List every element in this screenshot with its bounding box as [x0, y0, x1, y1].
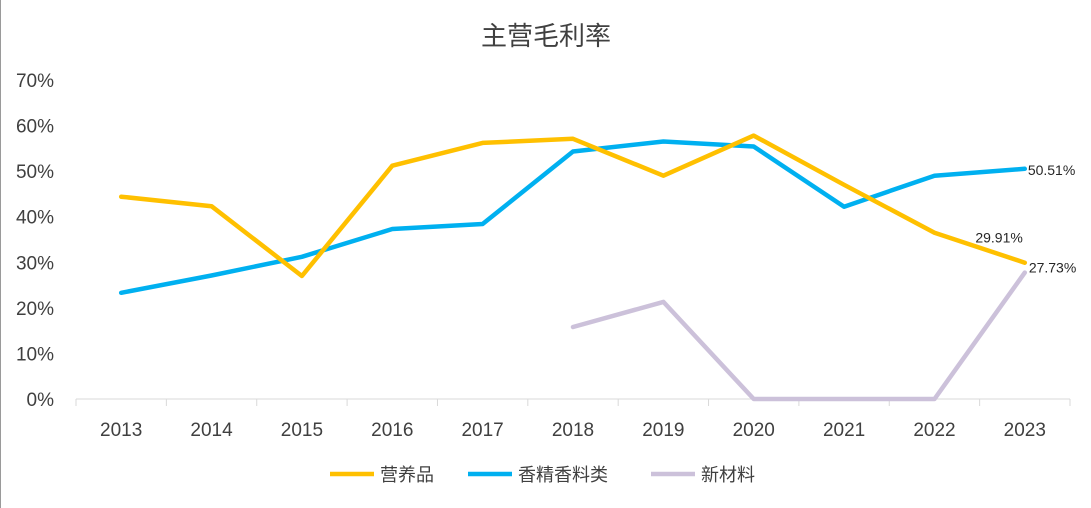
y-tick-label: 50%	[16, 162, 54, 183]
series-line	[118, 139, 1028, 296]
x-tick-label: 2022	[913, 420, 955, 441]
y-tick-label: 0%	[27, 390, 55, 411]
chart-title: 主营毛利率	[481, 22, 611, 52]
series-lines	[118, 133, 1028, 402]
series-line	[118, 133, 1028, 279]
series-line	[570, 270, 1028, 402]
data-labels: 50.51% 29.91% 27.73%	[975, 162, 1076, 276]
data-label: 27.73%	[1029, 260, 1076, 276]
legend-label: 香精香料类	[518, 465, 608, 486]
x-tick-label: 2021	[823, 420, 865, 441]
x-tick-label: 2019	[642, 420, 684, 441]
y-tick-label: 60%	[16, 117, 54, 138]
x-tick-label: 2013	[100, 420, 142, 441]
x-tick-label: 2017	[461, 420, 503, 441]
x-tick-label: 2018	[552, 420, 594, 441]
y-tick-label: 10%	[16, 344, 54, 365]
legend-label: 新材料	[701, 465, 755, 486]
y-axis-ticks: 0% 10% 20% 30% 40% 50% 60% 70%	[16, 71, 54, 411]
x-tick-label: 2023	[1004, 420, 1046, 441]
x-tick-label: 2015	[281, 420, 323, 441]
x-tick-label: 2014	[190, 420, 233, 441]
x-tick-label: 2016	[371, 420, 413, 441]
x-axis-ticks: 2013 2014 2015 2016 2017 2018 2019 2020 2021 2022…	[75, 399, 1071, 441]
y-tick-label: 30%	[16, 253, 54, 274]
legend-label: 营养品	[380, 465, 434, 486]
x-tick-label: 2020	[733, 420, 775, 441]
data-label: 29.91%	[975, 230, 1022, 246]
data-label: 50.51%	[1028, 162, 1075, 178]
legend: 营养品 香精香料类 新材料	[330, 465, 755, 486]
y-tick-label: 20%	[16, 299, 54, 320]
y-tick-label: 70%	[16, 71, 54, 92]
y-tick-label: 40%	[16, 208, 54, 229]
